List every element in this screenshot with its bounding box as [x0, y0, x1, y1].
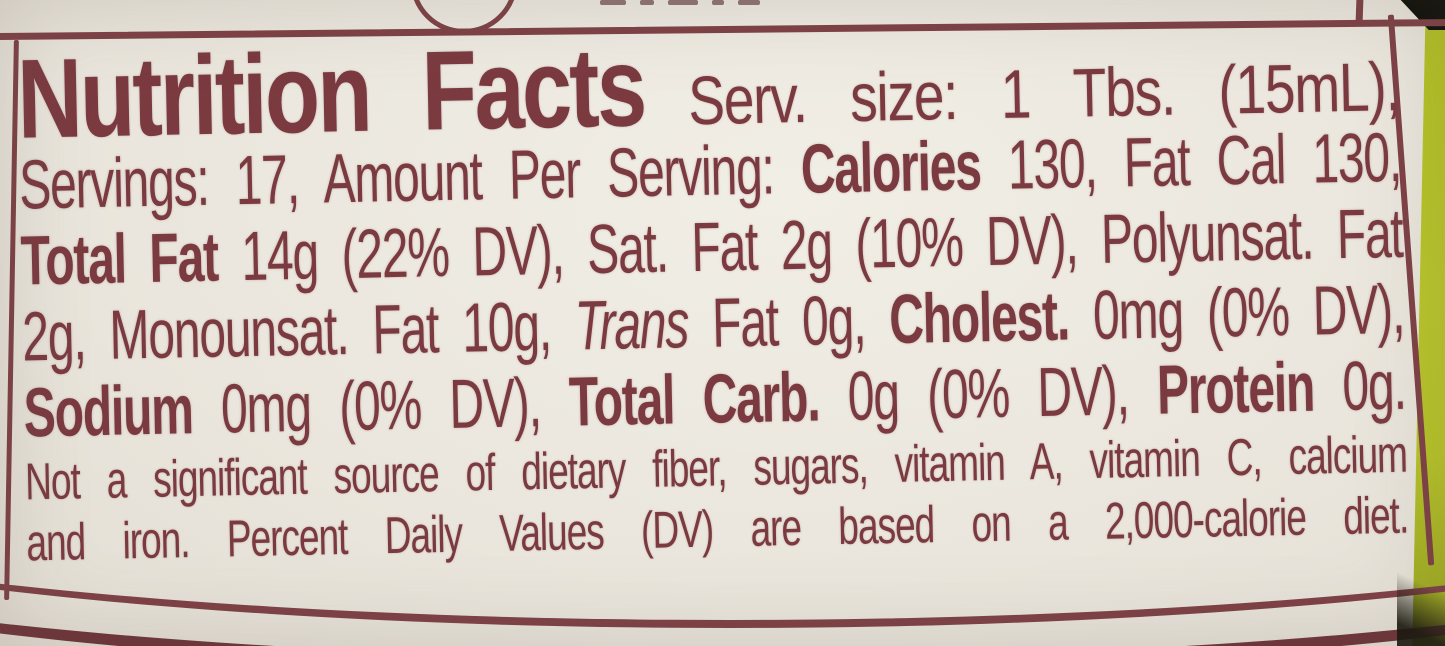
cholesterol-label: Cholest.: [888, 278, 1070, 360]
label-border-bottom: [0, 260, 1445, 628]
calories-value-text: 130, Fat Cal 130,: [979, 119, 1402, 206]
monounsat-text: 2g, Monounsat. Fat 10g,: [21, 288, 576, 377]
total-carb-label: Total Carb.: [568, 359, 821, 442]
total-fat-label: Total Fat: [20, 219, 219, 301]
sodium-label: Sodium: [23, 372, 194, 453]
nutrition-facts-panel: Nutrition Facts Serv. size: 1 Tbs. (15mL…: [16, 0, 1411, 646]
calories-label: Calories: [800, 128, 982, 209]
protein-label: Protein: [1156, 349, 1315, 430]
sodium-value-text: 0mg (0% DV),: [191, 364, 570, 450]
carb-value-text: 0g (0% DV),: [818, 352, 1158, 437]
bottom-right-corner-shadow: [1397, 554, 1445, 646]
trans-label: Trans: [574, 286, 689, 366]
protein-value-text: 0g.: [1313, 347, 1407, 427]
trans-fat-value-text: Fat 0g,: [687, 282, 891, 364]
cholesterol-value-text: 0mg (0% DV),: [1068, 271, 1405, 356]
cropped-text-bottoms-icon: [600, 0, 840, 8]
